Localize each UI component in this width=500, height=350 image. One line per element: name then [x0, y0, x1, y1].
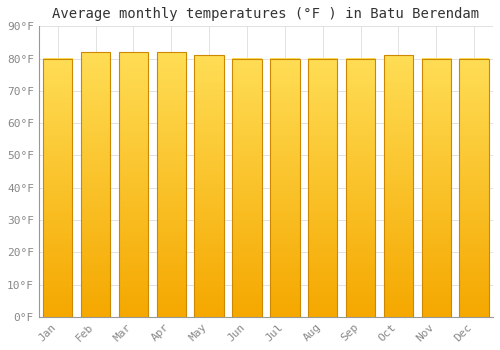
Bar: [156, 52, 186, 317]
Title: Average monthly temperatures (°F ) in Batu Berendam: Average monthly temperatures (°F ) in Ba…: [52, 7, 480, 21]
Bar: [460, 58, 489, 317]
Bar: [118, 52, 148, 317]
Bar: [346, 58, 376, 317]
Bar: [81, 52, 110, 317]
Bar: [270, 58, 300, 317]
Bar: [384, 55, 413, 317]
Bar: [194, 55, 224, 317]
Bar: [422, 58, 451, 317]
Bar: [308, 58, 338, 317]
Bar: [232, 58, 262, 317]
Bar: [43, 58, 72, 317]
